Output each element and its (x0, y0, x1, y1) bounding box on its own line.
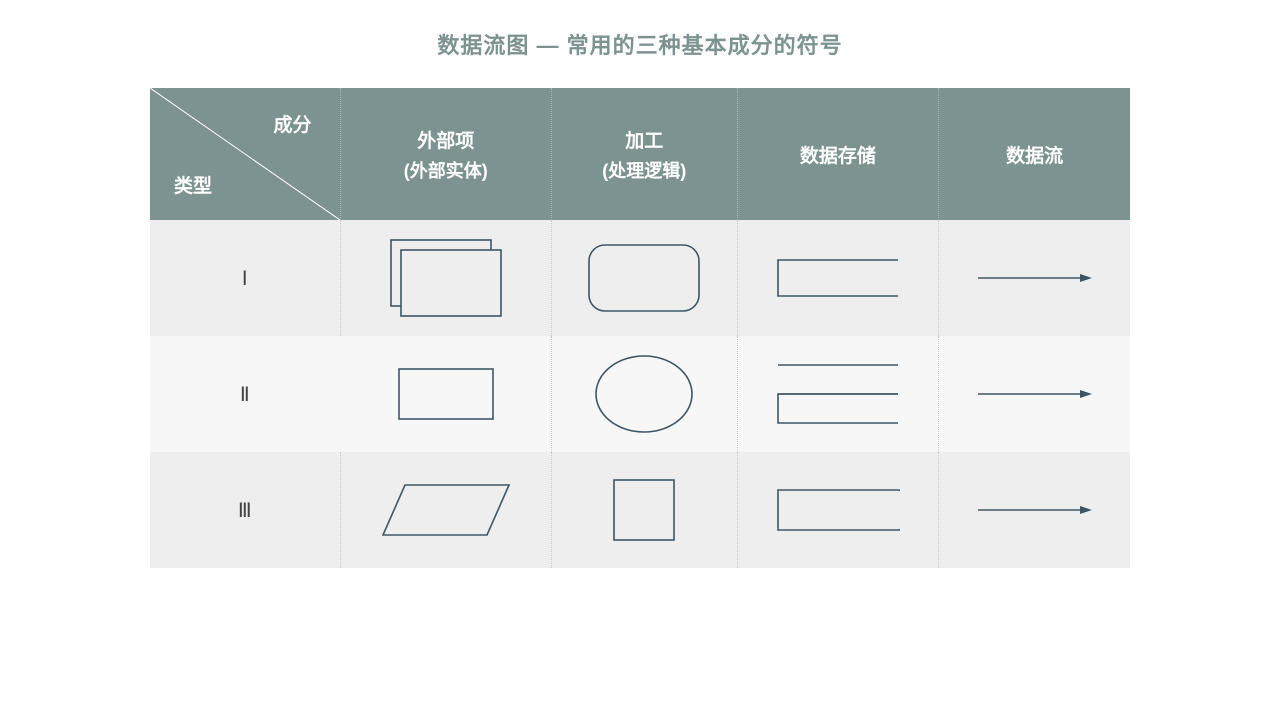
row-label: Ⅰ (150, 220, 340, 336)
col-header-dataflow: 数据流 (939, 88, 1130, 220)
table-body: Ⅰ Ⅱ Ⅲ (150, 220, 1130, 568)
row-label: Ⅲ (150, 452, 340, 568)
table-row: Ⅰ (150, 220, 1130, 336)
symbol-cell (340, 336, 551, 452)
table-row: Ⅱ (150, 336, 1130, 452)
symbol-cell (939, 220, 1130, 336)
table-row: Ⅲ (150, 452, 1130, 568)
corner-top-label: 成分 (273, 110, 311, 137)
symbol-cell (551, 220, 737, 336)
col-header-process: 加工 (处理逻辑) (551, 88, 737, 220)
symbol-cell (340, 452, 551, 568)
row-label: Ⅱ (150, 336, 340, 452)
symbol-cell (737, 336, 939, 452)
symbol-cell (737, 452, 939, 568)
col-header-external: 外部项 (外部实体) (340, 88, 551, 220)
corner-bottom-label: 类型 (174, 171, 212, 198)
symbol-cell (737, 220, 939, 336)
col-header-datastore: 数据存储 (737, 88, 939, 220)
header-row: 成分 类型 外部项 (外部实体) 加工 (处理逻辑) 数据存储 数据流 (150, 88, 1130, 220)
dfd-symbol-table: 成分 类型 外部项 (外部实体) 加工 (处理逻辑) 数据存储 数据流 Ⅰ Ⅱ … (150, 88, 1130, 568)
diagonal-line (150, 88, 340, 220)
symbol-cell (551, 452, 737, 568)
symbol-cell (340, 220, 551, 336)
page-title: 数据流图 — 常用的三种基本成分的符号 (437, 28, 842, 60)
symbol-cell (551, 336, 737, 452)
symbol-cell (939, 336, 1130, 452)
symbol-cell (939, 452, 1130, 568)
corner-cell: 成分 类型 (150, 88, 340, 220)
